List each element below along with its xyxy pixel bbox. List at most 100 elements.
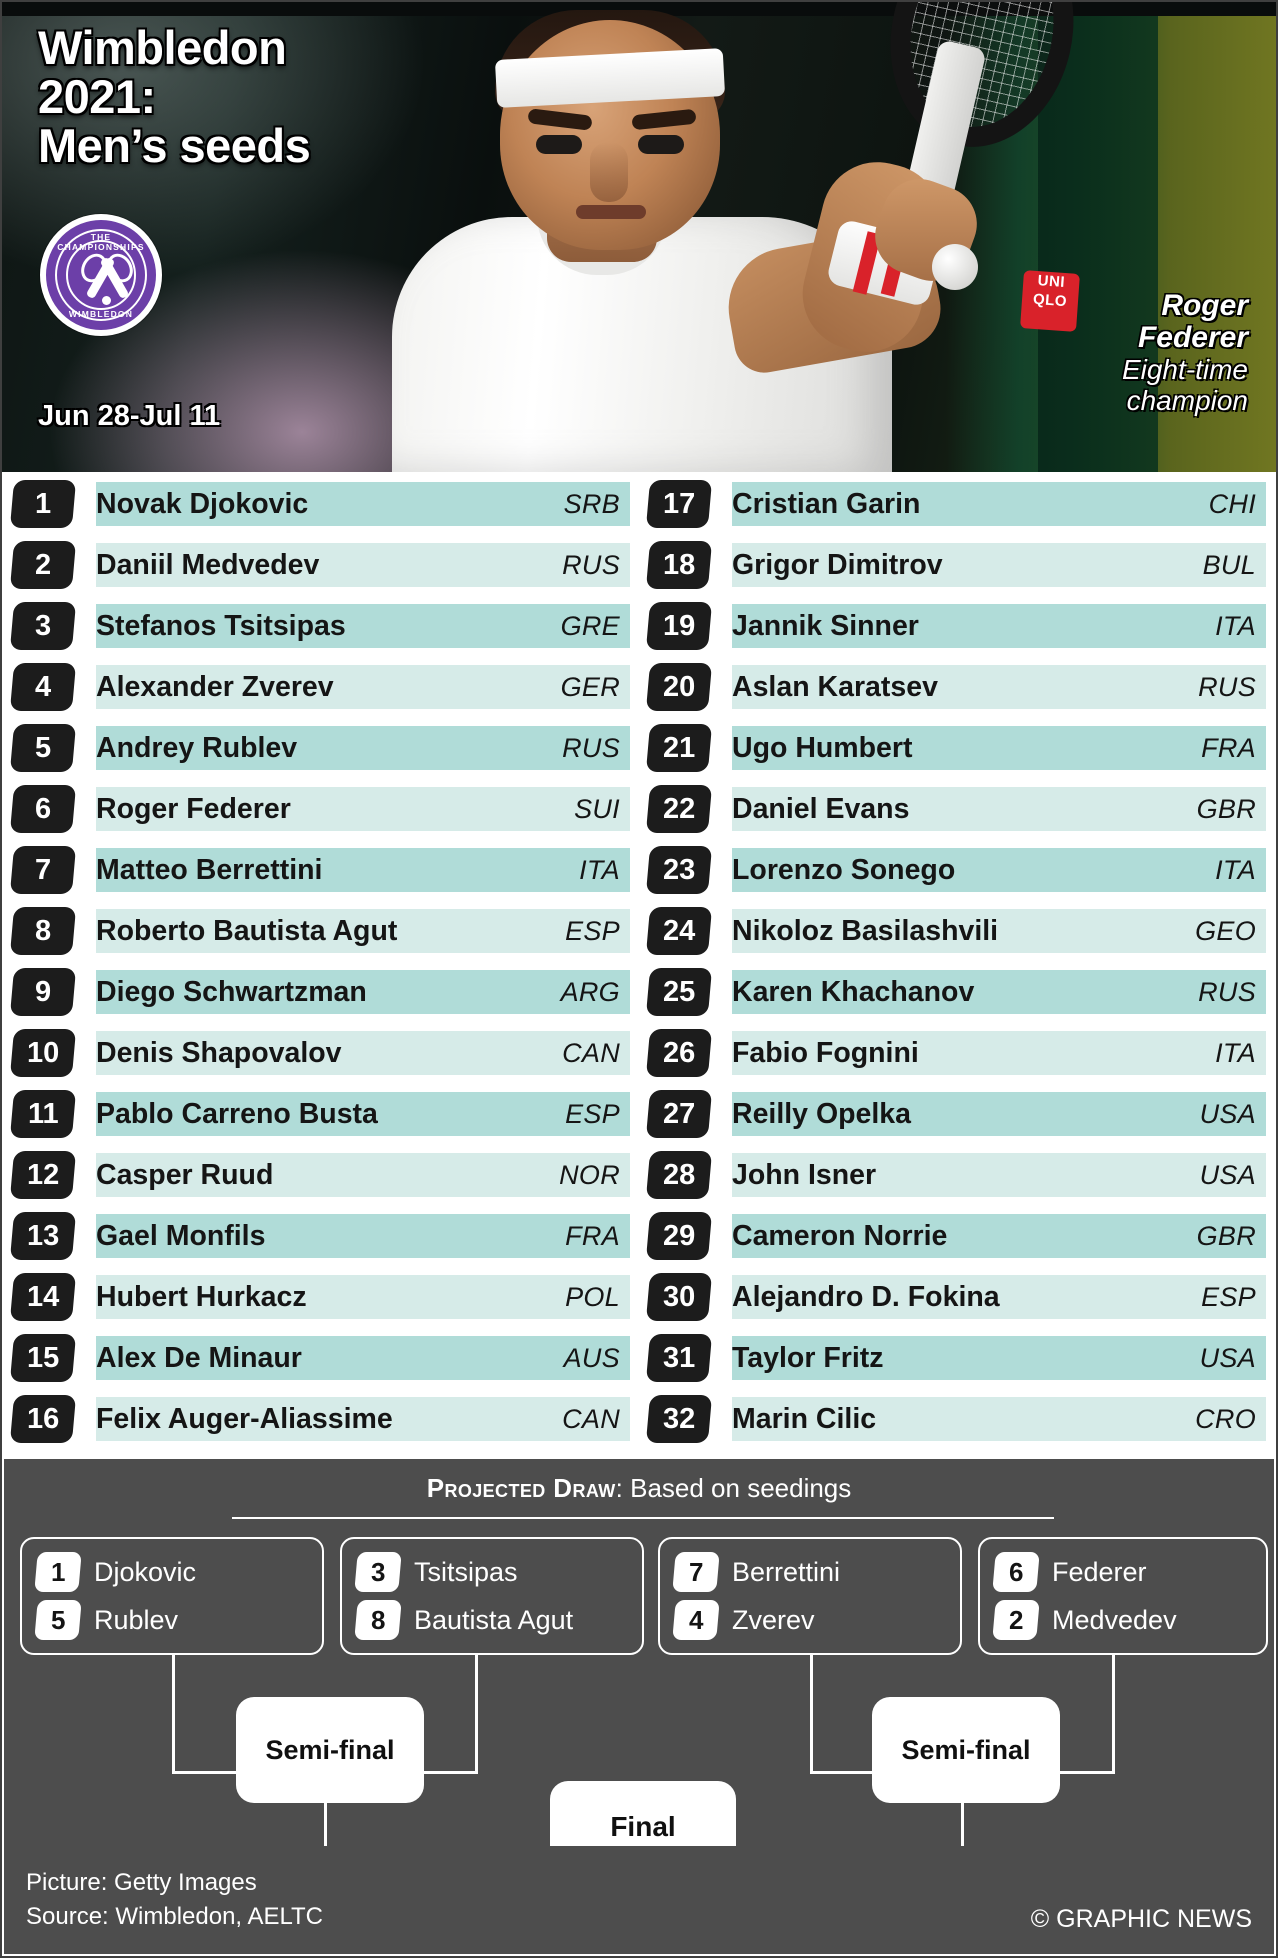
draw-seed-badge: 1 [34, 1552, 82, 1592]
seed-row: 19 Jannik Sinner ITA [645, 602, 1266, 650]
seed-number: 15 [26, 1341, 60, 1374]
caption-sub-line-1: Eight-time [1121, 353, 1248, 385]
seed-player-name: Marin Cilic [732, 1402, 877, 1435]
seed-number-badge: 3 [9, 602, 77, 650]
seed-row-background [96, 1336, 630, 1380]
seed-number: 3 [34, 609, 52, 642]
seed-row: 22 Daniel Evans GBR [645, 785, 1266, 833]
seed-row-background [96, 1092, 630, 1136]
federer-eye-right [638, 135, 684, 154]
draw-player-row: 1 Djokovic [34, 1552, 308, 1592]
seed-player-name: Jannik Sinner [732, 609, 919, 642]
seed-player-name: Taylor Fritz [732, 1341, 884, 1374]
seed-country-code: USA [1199, 1159, 1256, 1190]
semifinal-left-label: Semi-final [265, 1734, 395, 1765]
seed-number: 7 [34, 853, 52, 886]
page-title: Wimbledon 2021: Men’s seeds [38, 21, 311, 172]
seed-number-badge: 9 [9, 968, 77, 1016]
seed-country-code: RUS [1198, 976, 1256, 1007]
draw-seed-number: 2 [1008, 1605, 1024, 1635]
seed-player-name: Diego Schwartzman [96, 975, 367, 1008]
draw-player-name: Medvedev [1052, 1604, 1177, 1635]
seed-country-code: FRA [1201, 732, 1256, 763]
seed-number: 23 [662, 853, 696, 886]
seed-row: 5 Andrey Rublev RUS [9, 724, 630, 772]
seed-country-code: ESP [1201, 1281, 1256, 1312]
seed-country-code: ITA [1215, 610, 1256, 641]
seed-row-background [732, 970, 1266, 1014]
seed-number-badge: 29 [645, 1212, 713, 1260]
seed-country-code: ESP [565, 915, 620, 946]
seed-player-name: Casper Ruud [96, 1158, 274, 1191]
seed-country-code: SUI [574, 793, 620, 824]
seed-country-code: NOR [559, 1159, 620, 1190]
seed-number: 8 [34, 914, 52, 947]
roger-federer-photo: UNI QLO [332, 2, 1096, 472]
seed-number-badge: 6 [9, 785, 77, 833]
draw-player-row: 3 Tsitsipas [354, 1552, 628, 1592]
semifinal-right-label: Semi-final [901, 1734, 1031, 1765]
seed-row-background [732, 1336, 1266, 1380]
tournament-dates: Jun 28-Jul 11 [38, 400, 221, 432]
draw-seed-badge: 6 [992, 1552, 1040, 1592]
seed-row-background [732, 726, 1266, 770]
seed-player-name: John Isner [732, 1158, 877, 1191]
shirt-sponsor-text: UNI QLO [1032, 272, 1068, 311]
seed-number: 26 [662, 1036, 696, 1069]
seed-number-badge: 16 [9, 1395, 77, 1443]
draw-player-name: Zverev [732, 1604, 815, 1635]
seed-number-badge: 2 [9, 541, 77, 589]
projected-draw-title: Projected Draw: Based on seedings [4, 1473, 1274, 1504]
seed-player-name: Grigor Dimitrov [732, 548, 943, 581]
seed-row-background [732, 604, 1266, 648]
seed-row-background [732, 1031, 1266, 1075]
bracket-line [172, 1655, 175, 1773]
draw-seed-number: 4 [688, 1605, 704, 1635]
seed-number-badge: 11 [9, 1090, 77, 1138]
page-title-line-3: Men’s seeds [38, 118, 311, 172]
seed-country-code: GRE [560, 610, 620, 641]
seed-row-background [96, 543, 630, 587]
seed-country-code: USA [1199, 1098, 1256, 1129]
seed-number-badge: 23 [645, 846, 713, 894]
seed-row-background [96, 787, 630, 831]
seed-row: 29 Cameron Norrie GBR [645, 1212, 1266, 1260]
draw-player-row: 4 Zverev [672, 1600, 946, 1640]
bracket-line [810, 1771, 880, 1774]
seed-row: 21 Ugo Humbert FRA [645, 724, 1266, 772]
seed-number-badge: 5 [9, 724, 77, 772]
seed-row-background [96, 604, 630, 648]
seed-number: 12 [26, 1158, 60, 1191]
seed-number-badge: 17 [645, 480, 713, 528]
seed-row-background [96, 848, 630, 892]
seed-row-background [96, 970, 630, 1014]
seed-country-code: SRB [563, 488, 620, 519]
seed-row: 4 Alexander Zverev GER [9, 663, 630, 711]
seed-number: 5 [34, 731, 52, 764]
seed-number-badge: 32 [645, 1395, 713, 1443]
seed-row-background [732, 482, 1266, 526]
seed-number: 32 [662, 1402, 696, 1435]
seed-row-background [96, 665, 630, 709]
seed-country-code: GBR [1196, 793, 1256, 824]
seed-player-name: Nikoloz Basilashvili [732, 914, 999, 947]
seed-number: 4 [34, 670, 52, 703]
seed-row-background [732, 787, 1266, 831]
caption-name-line-2: Federer [1137, 321, 1248, 355]
seed-number: 1 [34, 487, 52, 520]
draw-quarter-box: 3 Tsitsipas 8 Bautista Agut [340, 1537, 644, 1655]
draw-seed-number: 3 [370, 1557, 386, 1587]
page-title-line-1: Wimbledon [38, 21, 287, 74]
seed-player-name: Denis Shapovalov [96, 1036, 342, 1069]
footer-source-credit: Source: Wimbledon, AELTC [26, 1903, 324, 1931]
seed-country-code: CAN [562, 1037, 620, 1068]
seed-number-badge: 18 [645, 541, 713, 589]
seed-number: 19 [662, 609, 696, 642]
bracket-line [408, 1771, 478, 1774]
logo-outer-ring [55, 229, 147, 321]
seed-player-name: Andrey Rublev [96, 731, 298, 764]
draw-quarter-box: 7 Berrettini 4 Zverev [658, 1537, 962, 1655]
draw-player-name: Federer [1052, 1556, 1147, 1587]
seed-number-badge: 12 [9, 1151, 77, 1199]
seed-number: 10 [26, 1036, 60, 1069]
